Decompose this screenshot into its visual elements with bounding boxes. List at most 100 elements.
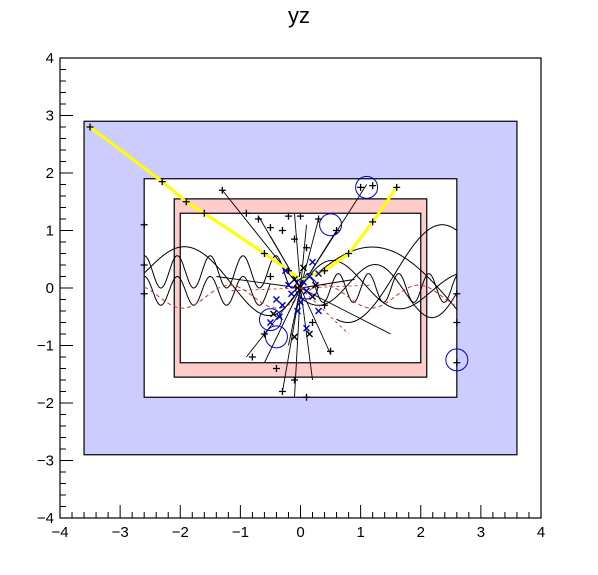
cluster-marker-2	[303, 287, 311, 295]
circle-marker-4	[295, 276, 319, 300]
ray-8	[294, 287, 301, 398]
track-marker-34	[140, 290, 148, 298]
track-marker-9	[393, 183, 401, 191]
track-marker-25	[278, 388, 286, 395]
cluster-marker-18	[300, 264, 308, 272]
y-tick-label-8: 4	[46, 50, 54, 67]
y-tick-label-2: −2	[37, 395, 54, 412]
track-marker-28	[248, 353, 256, 361]
ray-12	[300, 287, 391, 335]
track-marker-30	[453, 319, 461, 326]
ray-5	[300, 184, 368, 289]
track-marker-29	[453, 359, 461, 367]
hit-markers	[86, 123, 469, 401]
circle-marker-5	[258, 308, 282, 332]
x-tick-label-3: −1	[232, 524, 249, 541]
track-marker-27	[260, 330, 268, 338]
track-marker-4	[260, 250, 268, 257]
track-marker-23	[309, 319, 317, 326]
cluster-marker-3	[290, 275, 298, 283]
ray-13	[216, 276, 301, 289]
track-marker-31	[453, 290, 461, 298]
ray-11	[246, 287, 301, 358]
track-marker-33	[140, 261, 148, 269]
track-marker-26	[272, 365, 280, 372]
yellow-track	[89, 125, 398, 282]
ray-2	[294, 213, 301, 289]
track-marker-2	[182, 198, 190, 206]
ray-14	[300, 278, 355, 289]
ray-9	[300, 287, 313, 381]
cluster-marker-15	[306, 330, 314, 338]
y-tick-label-6: 2	[46, 165, 54, 182]
cluster-marker-17	[315, 307, 323, 315]
cluster-marker-16	[293, 307, 301, 315]
cluster-marker-23	[272, 296, 280, 303]
track-marker-22	[321, 301, 329, 309]
curve-left-fast	[144, 255, 301, 289]
curve-left-fast-lower	[144, 276, 271, 306]
cluster-marker-7	[297, 298, 304, 306]
track-marker-1	[158, 178, 166, 186]
dashed-ray-2	[300, 287, 349, 335]
cluster-marker-20	[315, 270, 323, 278]
track-marker-16	[278, 227, 286, 234]
track-marker-13	[242, 209, 250, 217]
oscillating-curves	[143, 224, 458, 323]
track-marker-21	[333, 227, 341, 234]
circle-marker-1	[319, 213, 343, 237]
y-tick-label-1: −3	[37, 453, 54, 470]
x-tick-label-2: −2	[172, 524, 189, 541]
ray-6	[264, 287, 301, 363]
cluster-marker-5	[287, 290, 295, 298]
track-marker-8	[369, 218, 377, 226]
y-tick-label-3: −1	[37, 338, 54, 355]
track-marker-32	[140, 221, 148, 229]
ray-17	[288, 287, 301, 346]
cluster-marker-21	[290, 333, 298, 341]
y-tick-label-4: 0	[46, 280, 54, 297]
track-marker-15	[266, 224, 274, 232]
axes: −4 −3 −2 −1 0 1 2 3 4 −4 −3 −2 −1 0 1 2 3 4	[37, 50, 545, 541]
track-marker-6	[321, 267, 329, 275]
y-tick-label-5: 1	[46, 223, 54, 240]
track-marker-37	[327, 347, 335, 355]
x-tick-label-4: 0	[296, 524, 304, 541]
circle-marker-0	[355, 175, 379, 199]
track-marker-17	[284, 212, 292, 220]
y-tick-label-0: −4	[37, 510, 54, 527]
track-marker-7	[345, 250, 353, 257]
track-marker-0	[86, 123, 94, 131]
y-tick-label-7: 3	[46, 108, 54, 125]
x-tick-label-0: −4	[51, 524, 68, 541]
x-tick-label-8: 4	[537, 524, 545, 541]
dashed-ray-1	[228, 287, 301, 292]
track-marker-18	[290, 235, 298, 243]
x-tick-label-7: 3	[477, 524, 485, 541]
curve-slow-3	[318, 246, 458, 310]
circle-marker-3	[445, 348, 469, 372]
track-rays	[216, 184, 391, 398]
track-marker-3	[200, 209, 208, 217]
cluster-marker-19	[281, 267, 289, 275]
cluster-marker-8	[284, 281, 292, 289]
circle-marker-2	[264, 325, 288, 349]
x-tick-label-1: −3	[112, 524, 129, 541]
curve-right-fast	[300, 273, 458, 303]
track-marker-11	[369, 182, 377, 190]
chart-title: yz	[288, 3, 310, 28]
ray-15	[270, 236, 301, 289]
track-marker-19	[303, 244, 311, 252]
curve-slow-2	[300, 264, 458, 319]
curve-slow-4	[336, 224, 458, 323]
track-marker-10	[357, 183, 365, 191]
track-marker-24	[290, 376, 298, 384]
cluster-marker-1	[300, 278, 308, 286]
cluster-marker-14	[303, 324, 311, 332]
track-marker-38	[303, 393, 311, 401]
cluster-marker-10	[278, 301, 286, 309]
cluster-marker-22	[309, 258, 317, 266]
ray-3	[300, 218, 319, 289]
track-marker-35	[297, 212, 304, 220]
